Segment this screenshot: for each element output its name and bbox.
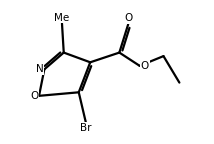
Text: Br: Br <box>80 123 92 133</box>
Text: Me: Me <box>54 13 70 23</box>
Text: O: O <box>141 61 149 71</box>
Text: O: O <box>124 13 132 23</box>
Text: N: N <box>36 64 43 74</box>
Text: O: O <box>30 91 38 101</box>
